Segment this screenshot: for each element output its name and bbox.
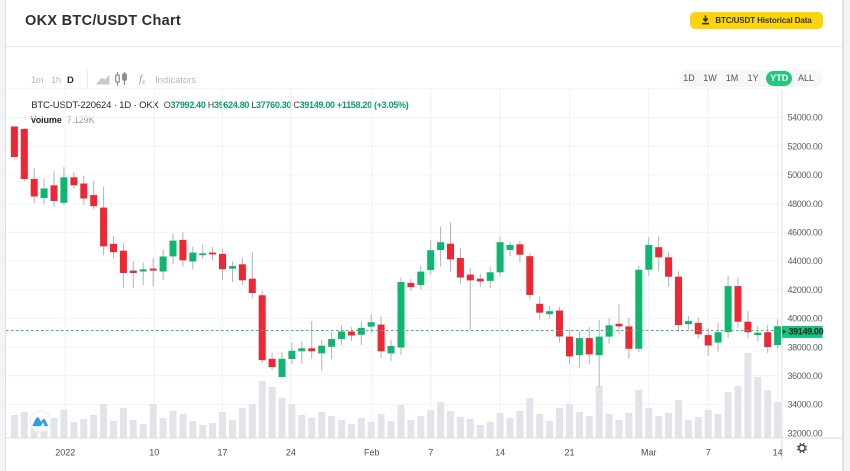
svg-text:46000.00: 46000.00 bbox=[788, 228, 823, 238]
svg-text:32000.00: 32000.00 bbox=[788, 428, 823, 438]
svg-text:21: 21 bbox=[564, 448, 574, 458]
svg-text:48000.00: 48000.00 bbox=[788, 199, 823, 209]
svg-text:17: 17 bbox=[217, 448, 227, 458]
svg-text:39149.00: 39149.00 bbox=[789, 327, 824, 337]
svg-text:Feb: Feb bbox=[364, 448, 380, 458]
svg-text:14: 14 bbox=[773, 448, 783, 458]
svg-text:38000.00: 38000.00 bbox=[788, 342, 823, 352]
svg-text:40000.00: 40000.00 bbox=[788, 314, 823, 324]
svg-text:50000.00: 50000.00 bbox=[788, 170, 823, 180]
svg-text:7: 7 bbox=[706, 448, 711, 458]
svg-text:42000.00: 42000.00 bbox=[788, 285, 823, 295]
svg-text:10: 10 bbox=[149, 448, 159, 458]
svg-text:52000.00: 52000.00 bbox=[788, 141, 823, 151]
svg-text:36000.00: 36000.00 bbox=[788, 371, 823, 381]
svg-text:34000.00: 34000.00 bbox=[788, 400, 823, 410]
svg-text:44000.00: 44000.00 bbox=[788, 256, 823, 266]
svg-text:2022: 2022 bbox=[55, 448, 75, 458]
svg-text:54000.00: 54000.00 bbox=[788, 113, 823, 123]
svg-text:24: 24 bbox=[286, 448, 296, 458]
svg-text:14: 14 bbox=[495, 448, 505, 458]
svg-text:7: 7 bbox=[428, 448, 433, 458]
svg-text:Mar: Mar bbox=[641, 448, 657, 458]
